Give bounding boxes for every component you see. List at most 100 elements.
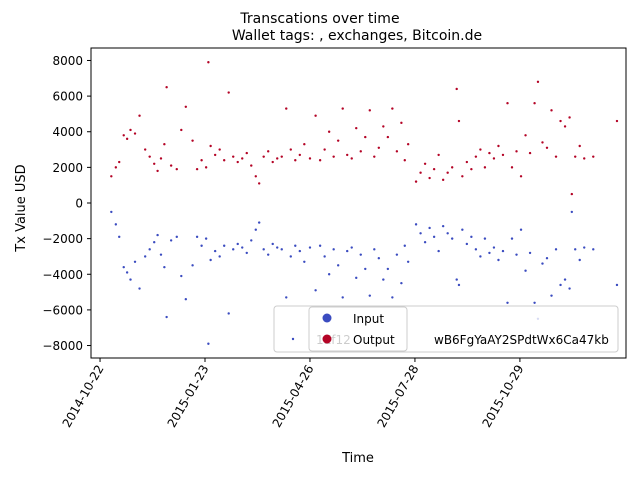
output-point: [406, 143, 410, 146]
input-point: [541, 262, 544, 265]
x-axis-label: Time: [341, 451, 374, 466]
input-point: [497, 258, 500, 262]
output-point: [524, 134, 527, 137]
output-point: [236, 160, 239, 164]
output-point: [156, 169, 159, 173]
output-point: [163, 143, 166, 146]
input-point: [118, 235, 121, 239]
output-point: [245, 151, 248, 155]
input-point: [515, 253, 518, 256]
output-point: [368, 109, 371, 112]
output-point: [298, 153, 302, 157]
input-point: [479, 255, 482, 258]
output-point: [195, 167, 199, 171]
x-tick-label: 2014-10-22: [60, 363, 107, 430]
output-point: [488, 151, 491, 155]
output-point: [114, 166, 118, 169]
input-point: [218, 255, 221, 258]
output-point: [483, 166, 487, 169]
output-point: [437, 153, 440, 157]
input-point: [267, 253, 270, 256]
input-point: [114, 223, 118, 226]
input-point: [280, 248, 283, 251]
input-point: [298, 249, 302, 253]
y-tick-label: −6000: [42, 303, 83, 317]
output-point: [615, 119, 619, 123]
output-point: [377, 146, 381, 149]
input-point: [568, 287, 571, 290]
output-point: [143, 148, 147, 151]
input-point: [403, 244, 406, 247]
x-tick-label: 2015-10-29: [480, 363, 527, 430]
input-point: [377, 257, 381, 260]
output-point: [578, 144, 581, 148]
input-point: [474, 248, 478, 251]
input-point: [332, 248, 335, 251]
input-point: [386, 267, 390, 271]
input-point: [592, 248, 595, 251]
input-point: [209, 258, 212, 262]
output-point: [271, 160, 274, 164]
input-point: [428, 226, 431, 230]
input-point: [148, 248, 151, 251]
input-point: [207, 342, 210, 345]
output-point: [400, 121, 403, 125]
input-point: [570, 210, 574, 214]
input-point: [129, 278, 132, 281]
output-point: [250, 164, 253, 167]
input-point: [501, 249, 505, 253]
x-tick-label: 2015-07-28: [375, 363, 422, 430]
output-point: [200, 159, 203, 162]
input-point: [222, 244, 226, 247]
x-axis: 2014-10-22 2015-01-23 2015-04-26 2015-07-28…: [60, 358, 527, 430]
y-tick-label: 0: [75, 197, 83, 211]
y-tick-label: 4000: [52, 125, 83, 139]
input-point: [156, 233, 159, 237]
input-point: [346, 249, 349, 253]
input-point: [236, 242, 239, 246]
points-layer: [110, 61, 619, 345]
input-point: [359, 253, 362, 256]
output-point: [382, 125, 385, 128]
input-point: [191, 264, 194, 267]
output-point: [254, 175, 257, 178]
input-point: [615, 283, 619, 287]
input-point: [133, 260, 137, 263]
input-point: [578, 258, 581, 262]
input-point: [227, 312, 230, 315]
output-point: [327, 130, 331, 133]
y-tick-label: 2000: [52, 161, 83, 175]
input-point: [533, 301, 536, 304]
output-point: [332, 155, 335, 158]
wallet-label-end: wB6FgYaAY2SPdtWx6Ca47kb: [434, 333, 609, 347]
output-point: [592, 155, 595, 158]
output-point: [423, 162, 427, 165]
output-point: [289, 148, 292, 151]
input-point: [318, 244, 322, 247]
output-point: [308, 157, 312, 160]
output-point: [506, 102, 509, 105]
y-axis-label: Tx Value USD: [14, 164, 29, 252]
output-point: [355, 126, 358, 130]
chart-title: Transcations over time: [239, 11, 399, 27]
input-point: [488, 251, 491, 255]
input-point: [294, 244, 297, 247]
output-point: [133, 132, 137, 135]
y-tick-label: −4000: [42, 268, 83, 282]
input-point: [528, 251, 532, 255]
output-point: [479, 148, 482, 151]
input-point: [368, 294, 371, 297]
input-point: [327, 273, 331, 276]
input-point: [583, 246, 586, 249]
output-point: [323, 148, 326, 151]
output-point: [455, 87, 458, 91]
output-point: [184, 105, 188, 108]
output-point: [474, 155, 478, 158]
output-point: [153, 162, 156, 165]
x-tick-label: 2015-04-26: [270, 363, 317, 430]
output-point: [227, 91, 230, 94]
input-point: [465, 242, 469, 246]
legend-input-marker: [322, 313, 332, 323]
output-point: [554, 155, 558, 158]
y-tick-label: 6000: [52, 90, 83, 104]
